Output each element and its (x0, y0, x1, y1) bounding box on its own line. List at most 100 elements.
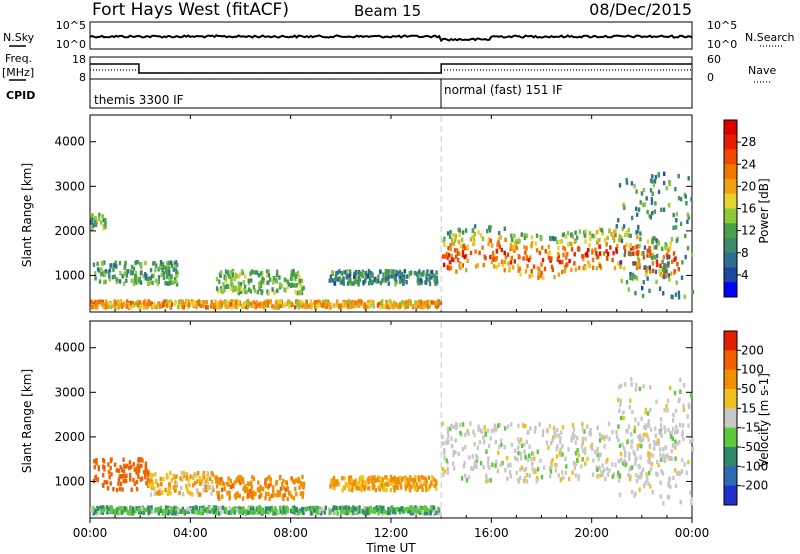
data-cell (674, 439, 677, 444)
data-cell (676, 471, 679, 476)
data-cell (319, 511, 323, 516)
data-cell (586, 456, 589, 462)
data-cell (523, 449, 526, 454)
data-cell (605, 242, 608, 247)
data-cell (132, 477, 135, 483)
data-cell (675, 280, 678, 285)
data-cell (559, 436, 562, 441)
data-cell (267, 491, 270, 497)
data-cell (284, 480, 288, 485)
data-cell (154, 508, 158, 513)
data-cell (495, 427, 498, 432)
data-cell (131, 303, 134, 309)
data-cell (586, 424, 589, 429)
data-cell (121, 467, 124, 472)
data-cell (339, 505, 342, 511)
data-cell (256, 290, 259, 295)
data-cell (504, 237, 507, 242)
data-cell (685, 201, 688, 206)
data-cell (638, 243, 641, 249)
data-cell (364, 278, 367, 284)
data-cell (454, 234, 458, 239)
data-cell (582, 266, 585, 271)
data-cell (289, 300, 292, 306)
data-cell (414, 300, 417, 305)
data-cell (146, 302, 149, 307)
data-cell (333, 281, 337, 286)
data-cell (657, 441, 661, 446)
data-cell (371, 509, 374, 514)
data-cell (185, 508, 188, 514)
data-cell (118, 303, 122, 308)
data-cell (394, 273, 398, 278)
range-tick-label: 1000 (54, 474, 85, 488)
data-cell (367, 476, 370, 481)
data-cell (102, 270, 105, 276)
data-cell (358, 509, 361, 514)
colorbar-tick-label: 100 (741, 363, 764, 377)
data-cell (393, 475, 396, 480)
data-cell (121, 473, 125, 479)
data-cell (435, 270, 438, 275)
data-cell (538, 267, 541, 272)
data-cell (357, 299, 360, 304)
data-cell (572, 427, 576, 432)
data-cell (386, 272, 390, 277)
data-cell (231, 508, 235, 513)
data-cell (516, 457, 519, 462)
data-cell (647, 437, 650, 443)
data-cell (574, 440, 577, 445)
data-cell (428, 274, 431, 279)
data-cell (170, 302, 174, 307)
data-cell (382, 276, 385, 281)
data-cell (90, 214, 93, 219)
data-cell (230, 305, 233, 310)
data-cell (650, 197, 654, 202)
data-cell (394, 510, 397, 515)
data-cell (630, 432, 633, 437)
data-cell (259, 280, 262, 285)
data-cell (388, 479, 391, 484)
data-cell (286, 508, 289, 513)
data-cell (425, 487, 428, 492)
data-cell (206, 482, 209, 487)
data-cell (508, 266, 511, 271)
data-cell (251, 495, 255, 501)
data-cell (317, 300, 320, 305)
data-cell (479, 233, 483, 238)
data-cell (257, 273, 260, 278)
data-cell (527, 257, 531, 263)
data-cell (309, 510, 313, 516)
data-cell (213, 510, 217, 515)
data-cell (475, 458, 479, 463)
data-cell (169, 280, 172, 286)
data-cell (267, 483, 271, 488)
data-cell (395, 481, 399, 487)
data-cell (248, 287, 251, 293)
data-cell (507, 261, 510, 266)
data-cell (131, 508, 135, 514)
data-cell (139, 477, 142, 482)
noise-panel-frame (89, 21, 693, 50)
data-cell (604, 237, 607, 242)
data-cell (361, 479, 365, 484)
data-cell (165, 274, 169, 279)
data-cell (371, 484, 374, 489)
data-cell (408, 271, 411, 276)
data-cell (486, 428, 490, 433)
data-cell (691, 289, 695, 295)
noise-left-tick-top: 10^5 (56, 19, 86, 32)
data-cell (174, 264, 177, 269)
data-cell (618, 492, 622, 498)
data-cell (595, 465, 598, 470)
data-cell (581, 254, 584, 259)
data-cell (170, 263, 174, 268)
data-cell (125, 473, 128, 479)
data-cell (291, 507, 295, 512)
data-cell (671, 259, 674, 265)
data-cell (198, 302, 201, 307)
data-cell (298, 300, 301, 305)
data-cell (284, 510, 287, 515)
data-cell (181, 477, 184, 482)
